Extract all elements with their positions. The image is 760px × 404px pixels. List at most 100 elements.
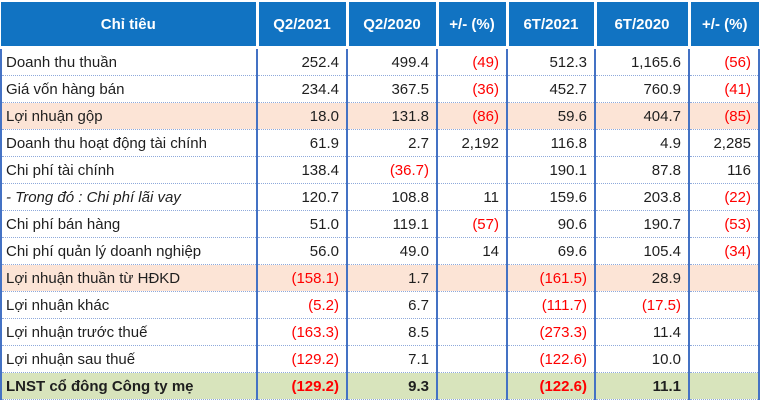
value-cell: [437, 264, 508, 292]
value-cell: (36.7): [347, 156, 438, 184]
value-cell: 108.8: [347, 183, 438, 211]
value-cell: (86): [437, 102, 508, 130]
row-label: Lợi nhuận gộp: [0, 102, 258, 130]
value-cell: 131.8: [347, 102, 438, 130]
value-cell: (22): [689, 183, 760, 211]
row-label: Doanh thu hoạt động tài chính: [0, 129, 258, 157]
row-label: - Trong đó : Chi phí lãi vay: [0, 183, 258, 211]
value-cell: 116: [689, 156, 760, 184]
value-cell: (85): [689, 102, 760, 130]
value-cell: [689, 291, 760, 319]
value-cell: 10.0: [595, 345, 690, 373]
row-label: Chi phí quản lý doanh nghiệp: [0, 237, 258, 265]
table-row: Chi phí quản lý doanh nghiệp 56.0 49.0 14 69…: [0, 237, 760, 265]
column-header: +/- (%): [689, 2, 759, 49]
value-cell: 190.7: [595, 210, 690, 238]
value-cell: (56): [689, 47, 760, 76]
value-cell: 1.7: [347, 264, 438, 292]
value-cell: 499.4: [347, 47, 438, 76]
value-cell: 61.9: [257, 129, 348, 157]
column-header: Q2/2021: [257, 2, 349, 49]
column-header: +/- (%): [437, 2, 509, 49]
value-cell: 190.1: [507, 156, 596, 184]
table-row: Lợi nhuận trước thuế (163.3) 8.5 (273.3) 11.…: [0, 318, 760, 346]
value-cell: [689, 372, 760, 400]
value-cell: (34): [689, 237, 760, 265]
value-cell: [437, 156, 508, 184]
value-cell: (111.7): [507, 291, 596, 319]
table-row: LNST cổ đông Công ty mẹ (129.2) 9.3 (122.6)…: [0, 372, 760, 400]
value-cell: (129.2): [257, 372, 348, 400]
row-label: Lợi nhuận sau thuế: [0, 345, 258, 373]
value-cell: 404.7: [595, 102, 690, 130]
value-cell: 138.4: [257, 156, 348, 184]
value-cell: 11: [437, 183, 508, 211]
table-row: - Trong đó : Chi phí lãi vay 120.7 108.8 11…: [0, 183, 760, 211]
row-label: Lợi nhuận trước thuế: [0, 318, 258, 346]
value-cell: 11.1: [595, 372, 690, 400]
row-label: Chi phí bán hàng: [0, 210, 258, 238]
value-cell: 512.3: [507, 47, 596, 76]
value-cell: (49): [437, 47, 508, 76]
value-cell: (5.2): [257, 291, 348, 319]
table-row: Giá vốn hàng bán 234.4 367.5 (36) 452.7 760.9…: [0, 75, 760, 103]
value-cell: 7.1: [347, 345, 438, 373]
value-cell: (273.3): [507, 318, 596, 346]
table-row: Lợi nhuận sau thuế (129.2) 7.1 (122.6) 10.0: [0, 345, 760, 373]
value-cell: (36): [437, 75, 508, 103]
value-cell: (122.6): [507, 345, 596, 373]
value-cell: 87.8: [595, 156, 690, 184]
row-label: Giá vốn hàng bán: [0, 75, 258, 103]
value-cell: 120.7: [257, 183, 348, 211]
value-cell: 116.8: [507, 129, 596, 157]
value-cell: (122.6): [507, 372, 596, 400]
value-cell: 252.4: [257, 47, 348, 76]
row-label: Chi phí tài chính: [0, 156, 258, 184]
value-cell: 56.0: [257, 237, 348, 265]
value-cell: 203.8: [595, 183, 690, 211]
value-cell: 105.4: [595, 237, 690, 265]
value-cell: 90.6: [507, 210, 596, 238]
table-row: Lợi nhuận khác (5.2) 6.7 (111.7) (17.5): [0, 291, 760, 319]
column-header-label: Chỉ tiêu: [1, 2, 259, 49]
value-cell: 69.6: [507, 237, 596, 265]
value-cell: [689, 264, 760, 292]
value-cell: 4.9: [595, 129, 690, 157]
value-cell: (41): [689, 75, 760, 103]
table-header: Chỉ tiêu Q2/2021 Q2/2020 +/- (%) 6T/2021 6T/2…: [1, 2, 759, 49]
value-cell: 6.7: [347, 291, 438, 319]
table-row: Doanh thu thuần 252.4 499.4 (49) 512.3 1,165.…: [0, 47, 760, 76]
row-label: LNST cổ đông Công ty mẹ: [0, 372, 258, 400]
value-cell: 28.9: [595, 264, 690, 292]
value-cell: [437, 291, 508, 319]
table-row: Chi phí bán hàng 51.0 119.1 (57) 90.6 190.7 (5…: [0, 210, 760, 238]
row-label: Lợi nhuận khác: [0, 291, 258, 319]
value-cell: 18.0: [257, 102, 348, 130]
value-cell: 9.3: [347, 372, 438, 400]
value-cell: 452.7: [507, 75, 596, 103]
table-row: Chi phí tài chính 138.4 (36.7) 190.1 87.8 116: [0, 156, 760, 184]
value-cell: (129.2): [257, 345, 348, 373]
table-row: Lợi nhuận thuần từ HĐKD (158.1) 1.7 (161.5)…: [0, 264, 760, 292]
value-cell: [437, 345, 508, 373]
column-header: Q2/2020: [347, 2, 439, 49]
value-cell: 760.9: [595, 75, 690, 103]
value-cell: (163.3): [257, 318, 348, 346]
value-cell: 2.7: [347, 129, 438, 157]
table-row: Lợi nhuận gộp 18.0 131.8 (86) 59.6 404.7 (85): [0, 102, 760, 130]
value-cell: 234.4: [257, 75, 348, 103]
value-cell: (57): [437, 210, 508, 238]
value-cell: (53): [689, 210, 760, 238]
column-header: 6T/2021: [507, 2, 597, 49]
table-body: Doanh thu thuần 252.4 499.4 (49) 512.3 1,165.…: [0, 47, 760, 400]
value-cell: [689, 345, 760, 373]
value-cell: (161.5): [507, 264, 596, 292]
row-label: Doanh thu thuần: [0, 47, 258, 76]
value-cell: [437, 372, 508, 400]
value-cell: 2,192: [437, 129, 508, 157]
value-cell: (158.1): [257, 264, 348, 292]
value-cell: 11.4: [595, 318, 690, 346]
value-cell: 59.6: [507, 102, 596, 130]
